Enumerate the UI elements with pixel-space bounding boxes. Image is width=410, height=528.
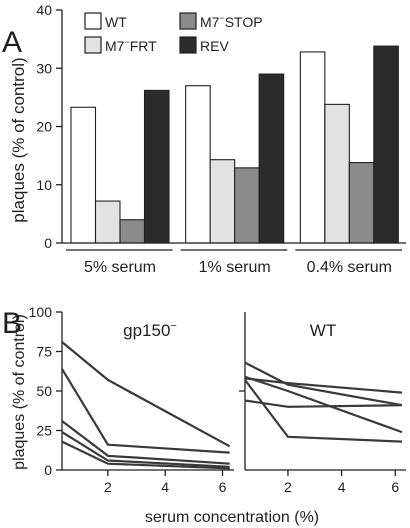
legend-label-rev: REV	[200, 38, 229, 54]
legend-swatch-m7-stop	[179, 12, 197, 30]
line-y-tick-label: 50	[36, 383, 52, 399]
right-plot-x-tick-label: 6	[391, 479, 399, 495]
bar-chart-legend: WT M7−FRT M7−STOP REV	[84, 12, 263, 54]
category-label-5-serum: 5% serum	[84, 259, 156, 276]
legend-label-m7-stop: M7−STOP	[200, 13, 263, 30]
legend-label-m7-frt: M7−FRT	[105, 37, 157, 54]
bar-y-tick-label: 40	[36, 2, 52, 18]
panel-b-label: B	[2, 307, 22, 340]
bar-y-tick-label: 0	[44, 235, 52, 251]
bar-wt-5-serum	[70, 106, 97, 244]
bar-rev-0-4-serum	[373, 45, 399, 244]
bar-m7stop-0-4-serum	[348, 162, 375, 244]
left-plot-series-line-3	[61, 420, 230, 465]
panel-a-label: A	[2, 26, 22, 59]
left-plot-title: gp150−	[123, 320, 177, 340]
bar-m7stop-5-serum	[119, 219, 146, 244]
line-y-tick-label: 0	[44, 462, 52, 478]
bar-m7frt-0-4-serum	[324, 103, 350, 244]
bar-rev-5-serum	[143, 89, 170, 244]
line-y-tick-label: 100	[29, 304, 53, 320]
left-plot-series-line-5	[61, 440, 230, 470]
line-chart-x-axis-label: serum concentration (%)	[145, 509, 319, 526]
bar-wt-1-serum	[185, 85, 211, 244]
legend-label-wt: WT	[105, 14, 127, 30]
right-plot-series-line-1	[244, 361, 403, 407]
right-plot-series-line-2	[244, 375, 403, 434]
left-plot-x-tick-label: 6	[219, 479, 227, 495]
bar-y-tick-label: 20	[36, 119, 52, 135]
legend-swatch-rev	[179, 36, 197, 54]
line-y-tick-label: 75	[36, 344, 52, 360]
line-y-tick-label: 25	[36, 423, 52, 439]
right-plot-series-line-5	[244, 399, 403, 408]
left-plot-series-line-1	[61, 341, 231, 448]
legend-swatch-m7-frt	[84, 36, 102, 54]
right-plot-x-tick-label: 2	[284, 479, 292, 495]
line-chart-y-axis-label: plaques (% of control)	[11, 314, 28, 470]
bar-y-tick-label: 10	[36, 177, 52, 193]
left-plot-series-line-2	[61, 368, 230, 454]
right-plot-series-line-3	[244, 377, 403, 394]
bar-wt-0-4-serum	[299, 51, 326, 244]
bar-m7frt-1-serum	[209, 159, 236, 244]
bar-m7frt-5-serum	[94, 200, 121, 244]
left-plot-x-tick-label: 2	[104, 479, 112, 495]
category-label-0-4-serum: 0.4% serum	[307, 259, 392, 276]
legend-swatch-wt	[84, 12, 102, 30]
right-plot-series-line-4	[244, 379, 403, 443]
bar-chart-y-axis-label: plaques (% of control)	[9, 57, 28, 222]
bar-m7stop-1-serum	[234, 167, 260, 244]
left-plot-series-line-4	[61, 431, 230, 468]
right-plot-title: WT	[310, 321, 336, 340]
bar-rev-1-serum	[258, 73, 285, 244]
left-plot-x-tick-label: 4	[161, 479, 169, 495]
right-plot-x-tick-label: 4	[338, 479, 346, 495]
bar-y-tick-label: 30	[36, 60, 52, 76]
category-label-1-serum: 1% serum	[199, 259, 271, 276]
